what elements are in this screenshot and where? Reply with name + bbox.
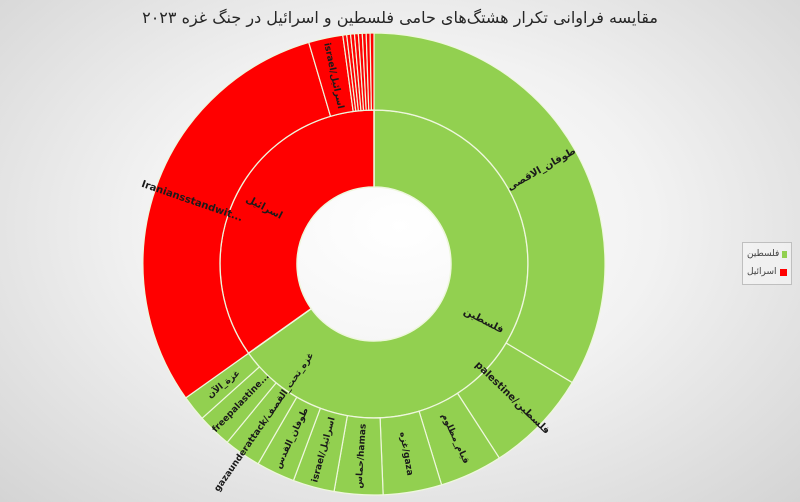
legend-label: فلسطین <box>747 249 780 259</box>
legend-label: اسرائیل <box>747 267 777 277</box>
legend-item-palestine[interactable]: فلسطین <box>743 245 791 263</box>
legend-swatch-israel <box>779 268 787 276</box>
outer-segment[interactable] <box>369 32 375 111</box>
outer-segment-label: حماس/hamas <box>354 423 368 488</box>
outer-segment[interactable] <box>142 41 332 399</box>
chart-title: مقایسه فراوانی تکرار هشتگ‌های حامی فلسطی… <box>142 8 658 27</box>
legend-item-israel[interactable]: اسرائیل <box>743 263 791 281</box>
legend: فلسطین اسرائیل <box>742 242 792 285</box>
outer-segment[interactable] <box>373 32 606 384</box>
legend-swatch-palestine <box>782 250 787 258</box>
